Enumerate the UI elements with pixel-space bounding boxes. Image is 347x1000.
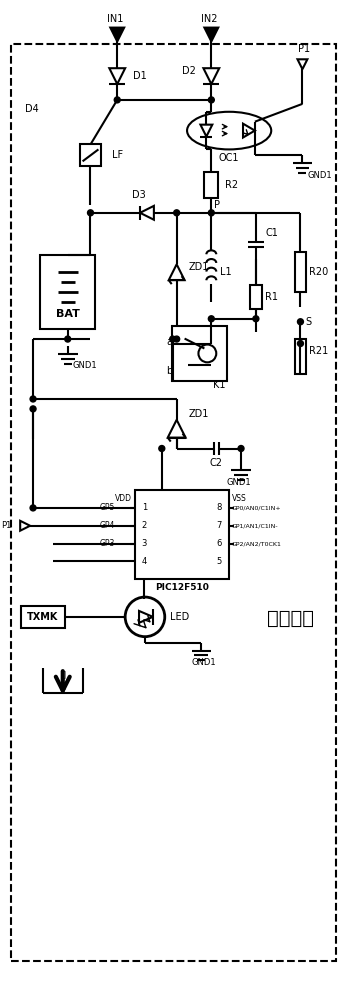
Bar <box>79 144 101 166</box>
Polygon shape <box>204 28 218 41</box>
Text: L1: L1 <box>220 267 232 277</box>
Text: a: a <box>167 337 173 347</box>
Text: BAT: BAT <box>56 309 80 319</box>
Circle shape <box>159 446 165 451</box>
Text: GP1/AN1/C1IN-: GP1/AN1/C1IN- <box>232 523 278 528</box>
Text: 7: 7 <box>216 521 221 530</box>
Bar <box>135 490 229 579</box>
Text: R2: R2 <box>225 180 238 190</box>
Text: 蓄电模块: 蓄电模块 <box>267 609 314 628</box>
Bar <box>250 285 262 309</box>
Circle shape <box>65 336 71 342</box>
Bar <box>21 606 65 628</box>
Text: P: P <box>214 200 220 210</box>
Text: 3: 3 <box>142 539 147 548</box>
Circle shape <box>208 97 214 103</box>
Text: ZD1: ZD1 <box>188 409 209 419</box>
Circle shape <box>114 97 120 103</box>
Circle shape <box>297 319 303 325</box>
Polygon shape <box>110 28 124 41</box>
Text: GP0/AN0/C1IN+: GP0/AN0/C1IN+ <box>232 505 281 510</box>
Text: D3: D3 <box>132 190 146 200</box>
Circle shape <box>253 316 259 322</box>
Text: b: b <box>167 366 173 376</box>
Bar <box>41 255 95 329</box>
Text: GND1: GND1 <box>227 478 251 487</box>
Text: GND1: GND1 <box>191 658 216 667</box>
Bar <box>295 339 306 374</box>
Text: C1: C1 <box>266 228 279 238</box>
Circle shape <box>87 210 93 216</box>
Text: LF: LF <box>112 150 124 160</box>
Circle shape <box>170 336 176 342</box>
Text: GP2/AN2/T0CK1: GP2/AN2/T0CK1 <box>232 541 281 546</box>
Text: D2: D2 <box>181 66 195 76</box>
Text: K1: K1 <box>213 380 226 390</box>
Text: 4: 4 <box>142 557 147 566</box>
Circle shape <box>238 446 244 451</box>
Text: TXMK: TXMK <box>27 612 59 622</box>
Text: GP3: GP3 <box>99 539 115 548</box>
Circle shape <box>30 505 36 511</box>
Bar <box>295 252 306 292</box>
Text: R21: R21 <box>310 346 329 356</box>
Circle shape <box>208 316 214 322</box>
Text: C2: C2 <box>210 458 223 468</box>
Text: S: S <box>305 317 312 327</box>
Circle shape <box>174 336 180 342</box>
Text: D1: D1 <box>133 71 147 81</box>
Text: OC1: OC1 <box>219 153 239 163</box>
Text: IN1: IN1 <box>107 14 124 24</box>
Circle shape <box>297 341 303 346</box>
Text: 6: 6 <box>216 539 221 548</box>
Text: LED: LED <box>170 612 189 622</box>
Circle shape <box>208 210 214 216</box>
Text: 叩
挺: 叩 挺 <box>60 671 65 690</box>
Text: ZD1: ZD1 <box>188 262 209 272</box>
Text: IN2: IN2 <box>201 14 218 24</box>
Text: VSS: VSS <box>232 494 246 503</box>
Text: VDD: VDD <box>115 494 132 503</box>
Text: R20: R20 <box>310 267 329 277</box>
Text: 5: 5 <box>216 557 221 566</box>
Text: GP4: GP4 <box>99 521 115 530</box>
Text: 1: 1 <box>142 503 147 512</box>
Circle shape <box>30 406 36 412</box>
Ellipse shape <box>187 112 271 149</box>
Text: P1: P1 <box>1 521 11 530</box>
Text: D4: D4 <box>25 104 39 114</box>
Text: 8: 8 <box>216 503 221 512</box>
Text: 2: 2 <box>142 521 147 530</box>
Text: R1: R1 <box>265 292 278 302</box>
Circle shape <box>30 396 36 402</box>
Bar <box>172 326 227 381</box>
Text: PIC12F510: PIC12F510 <box>155 583 209 592</box>
Bar <box>204 172 218 198</box>
Text: GP5: GP5 <box>99 503 115 512</box>
Circle shape <box>174 210 180 216</box>
Text: GND1: GND1 <box>73 361 97 370</box>
Text: P1: P1 <box>298 44 311 54</box>
Text: GND1: GND1 <box>307 171 332 180</box>
